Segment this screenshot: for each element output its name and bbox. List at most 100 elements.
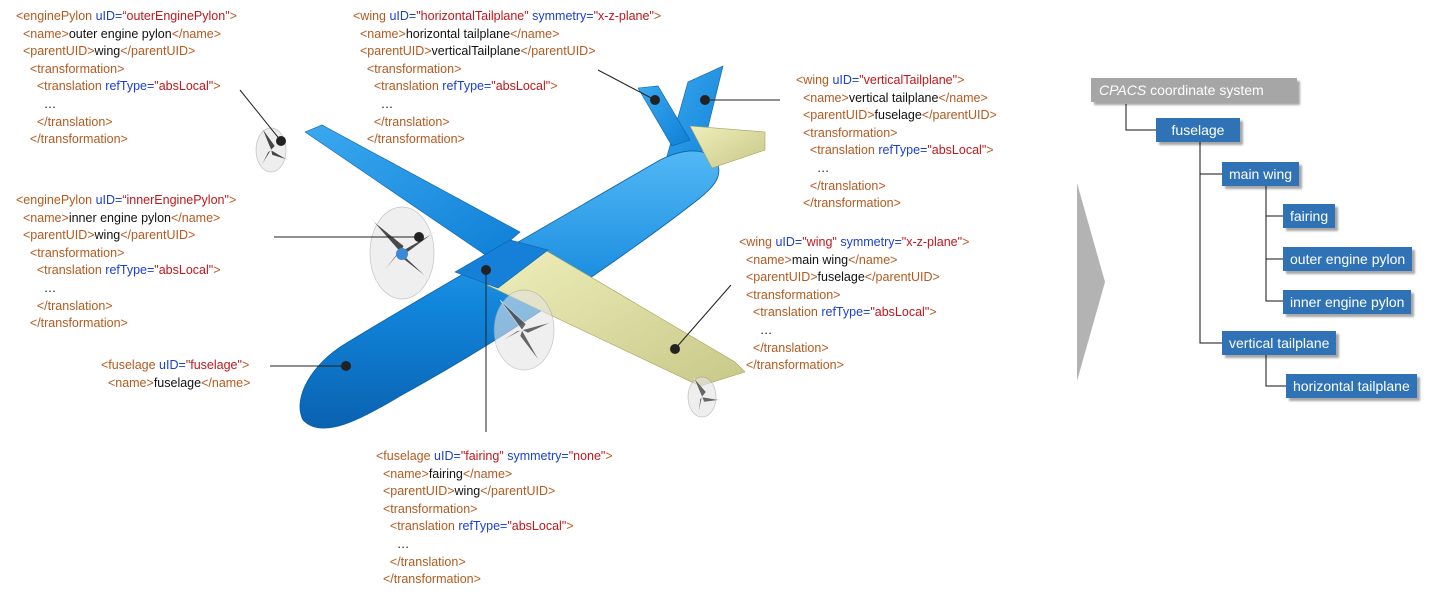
xml-line: <fuselage uID="fairing" symmetry="none">: [376, 448, 613, 466]
inner-propeller-left: [369, 206, 436, 300]
xml-token: symmetry=: [840, 235, 902, 249]
xml-token: uID=: [775, 235, 803, 249]
xml-line: <enginePylon uID=“outerEnginePylon">: [16, 8, 237, 26]
xml-line: <transformation>: [796, 125, 997, 143]
leader-lines: [239, 69, 780, 432]
xml-token: </name>: [201, 375, 251, 390]
xml-token: <transformation>: [16, 61, 125, 76]
xml-token: uID=: [95, 193, 123, 207]
xml-line: </transformation>: [739, 357, 969, 375]
xml-token: </transformation>: [16, 132, 128, 147]
xml-token: fuselage: [874, 108, 922, 123]
xml-line: </transformation>: [796, 195, 997, 213]
xml-token: "absLocal": [870, 305, 930, 320]
xml-token: …: [739, 322, 773, 337]
xml-line: </translation>: [353, 114, 661, 132]
xml-token: …: [796, 160, 830, 175]
xml-line: <fuselage uID="fuselage">: [101, 357, 250, 375]
xml-token: fuselage: [153, 375, 202, 390]
xml-token: <fuselage: [101, 358, 160, 372]
xml-line: <name>horizontal tailplane</name>: [353, 26, 661, 44]
xml-token: <parentUID>: [16, 44, 95, 59]
xml-token: fairing: [428, 466, 463, 481]
tree-node-main-wing: main wing: [1222, 162, 1300, 186]
xml-line: …: [16, 280, 236, 298]
xml-token: "fuselage": [185, 358, 242, 372]
xml-token: >: [213, 263, 221, 278]
xml-token: </name>: [171, 26, 222, 41]
xml-token: …: [16, 280, 57, 295]
xml-token: <transformation>: [16, 245, 125, 260]
xml-token: <name>: [739, 252, 792, 267]
xml-token: "verticalTailplane": [859, 73, 958, 87]
xml-line: <parentUID>fuselage</parentUID>: [796, 107, 997, 125]
xml-line: </translation>: [376, 554, 613, 572]
xml-line: </translation>: [796, 178, 997, 196]
xml-line: …: [353, 96, 661, 114]
xml-token: </name>: [848, 252, 898, 267]
xml-token: <parentUID>: [376, 484, 455, 499]
xml-line: <parentUID>wing</parentUID>: [376, 483, 613, 501]
xml-token: <parentUID>: [739, 270, 818, 285]
xml-token: wing: [94, 44, 121, 59]
xml-token: <wing: [739, 235, 776, 249]
xml-token: <name>: [16, 210, 69, 225]
xml-token: >: [605, 449, 613, 463]
xml-line: <parentUID>wing</parentUID>: [16, 227, 236, 245]
xml-token: …: [376, 536, 410, 551]
xml-line: <wing uID="verticalTailplane">: [796, 72, 997, 90]
xml-line: <translation refType="absLocal">: [739, 304, 969, 322]
xml-token: "none": [568, 449, 606, 463]
xml-token: </transformation>: [16, 316, 128, 331]
tree-node-horizontal-tailplane: horizontal tailplane: [1286, 374, 1417, 398]
xml-token: </transformation>: [739, 358, 844, 373]
xml-line: <parentUID>verticalTailplane</parentUID>: [353, 43, 661, 61]
xml-fairing: <fuselage uID="fairing" symmetry="none">…: [376, 448, 613, 589]
tree-node-fairing: fairing: [1283, 204, 1336, 228]
xml-line: <transformation>: [739, 287, 969, 305]
xml-line: </translation>: [16, 298, 236, 316]
xml-token: </translation>: [796, 178, 886, 193]
xml-token: <translation: [739, 305, 822, 320]
xml-token: refType=: [442, 79, 492, 94]
xml-token: </translation>: [376, 554, 466, 569]
xml-line: </transformation>: [353, 131, 661, 149]
tree-node-outer-engine-pylon: outer engine pylon: [1283, 247, 1413, 271]
tree-node-vertical-tailplane: vertical tailplane: [1222, 331, 1337, 355]
xml-token: >: [566, 519, 574, 534]
xml-token: refType=: [105, 79, 155, 94]
xml-line: <name>main wing</name>: [739, 252, 969, 270]
xml-token: </transformation>: [376, 572, 481, 587]
xml-line: <transformation>: [353, 61, 661, 79]
xml-token: “outerEnginePylon": [122, 9, 230, 23]
xml-line: <name>fairing</name>: [376, 466, 613, 484]
xml-line: <name>inner engine pylon</name>: [16, 210, 236, 228]
xml-token: <parentUID>: [353, 44, 432, 59]
xml-token: >: [986, 143, 994, 158]
xml-token: </parentUID>: [480, 484, 556, 499]
xml-token: symmetry=: [507, 449, 569, 463]
xml-token: >: [228, 193, 237, 207]
xml-token: </translation>: [16, 114, 113, 129]
tree-node-fuselage: fuselage: [1156, 118, 1240, 142]
xml-token: <translation: [376, 519, 459, 534]
xml-token: "absLocal": [491, 79, 551, 94]
xml-token: "absLocal": [507, 519, 567, 534]
xml-line: <translation refType="absLocal">: [16, 262, 236, 280]
xml-token: uID=: [389, 9, 417, 23]
xml-vertical-tailplane: <wing uID="verticalTailplane"> <name>ver…: [796, 72, 997, 213]
xml-token: uID=: [832, 73, 860, 87]
xml-token: <fuselage: [376, 449, 435, 463]
xml-token: "horizontalTailplane": [416, 9, 533, 23]
inner-propeller-right: [493, 289, 555, 371]
xml-token: </parentUID>: [864, 270, 940, 285]
xml-token: wing: [94, 228, 121, 243]
xml-token: <transformation>: [739, 287, 841, 302]
tree-connectors: [1125, 104, 1286, 387]
xml-line: <transformation>: [16, 61, 237, 79]
xml-token: <translation: [796, 143, 879, 158]
tree-root-cpacs: CPACS coordinate system: [1091, 78, 1297, 102]
xml-fuselage: <fuselage uID="fuselage"> <name>fuselage…: [101, 357, 250, 392]
tree-node-inner-engine-pylon: inner engine pylon: [1283, 290, 1412, 314]
